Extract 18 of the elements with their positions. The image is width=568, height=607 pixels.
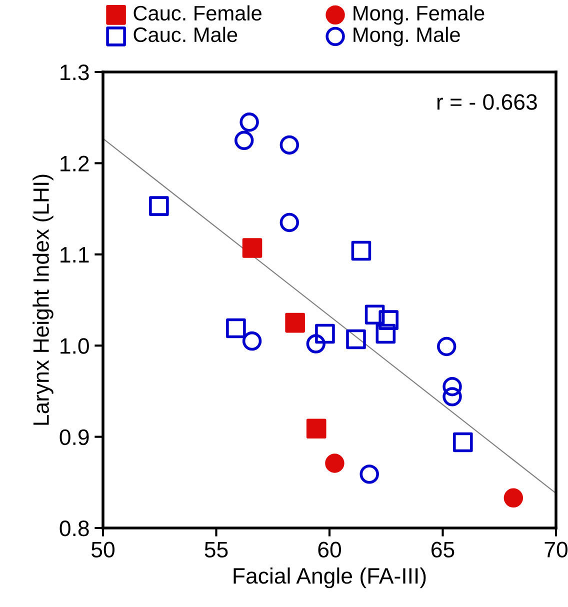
x-tick-label: 55 [204, 542, 228, 558]
x-tick-label: 65 [432, 542, 454, 558]
y-tick-label: 1.3 [60, 64, 89, 80]
y-axis-title: Larynx Height Index (LHI) [32, 174, 54, 425]
x-axis-title: Facial Angle (FA-III) [234, 567, 426, 588]
legend-label: Cauc. Male [134, 26, 238, 42]
y-tick-label: 1.0 [60, 338, 89, 354]
x-tick-label: 60 [318, 542, 341, 558]
x-tick-label: 50 [92, 542, 114, 558]
legend-label: Mong. Male [354, 26, 460, 46]
y-tick-label: 0.8 [60, 520, 89, 536]
y-tick-label: 0.9 [60, 429, 89, 446]
y-tick-label: 1.1 [60, 247, 89, 262]
y-tick-label: 1.2 [60, 156, 89, 172]
legend-label: Mong. Female [354, 5, 484, 25]
annotation: r = - 0.663 [437, 94, 537, 110]
legend-label: Cauc. Female [134, 5, 262, 21]
x-tick-label: 70 [544, 542, 568, 558]
